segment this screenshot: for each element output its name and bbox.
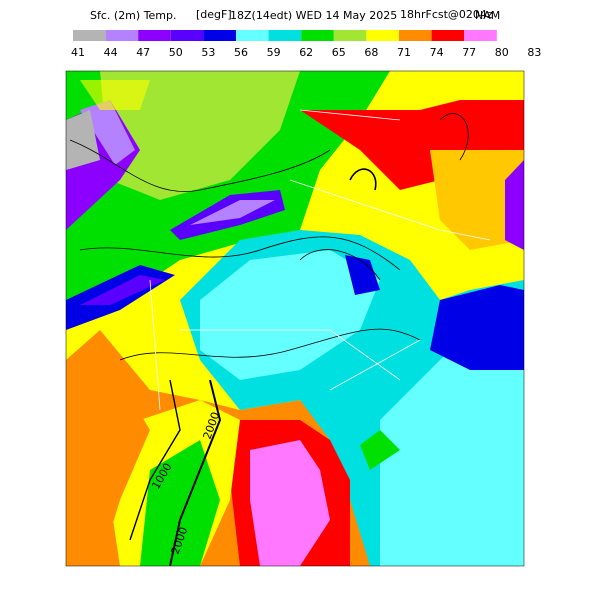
title-units: [degF] [196, 8, 232, 21]
title-bar: Sfc. (2m) Temp. [degF] 18Z(14edt) WED 14… [90, 8, 500, 22]
title-forecast: 18hrFcst@0204z [400, 8, 493, 21]
colorbar-label: 68 [364, 46, 378, 59]
title-field: Sfc. (2m) Temp. [90, 9, 177, 22]
colorbar-label: 44 [104, 46, 118, 59]
colorbar-swatch [138, 30, 171, 41]
colorbar-label: 41 [71, 46, 85, 59]
colorbar-label: 56 [234, 46, 248, 59]
colorbar-swatch [301, 30, 334, 41]
colorbar-label: 71 [397, 46, 411, 59]
colorbar-label: 47 [136, 46, 150, 59]
colorbar-swatch [333, 30, 367, 41]
colorbar-swatch [366, 30, 399, 41]
colorbar-swatch [431, 30, 465, 41]
map-frame [65, 70, 525, 567]
colorbar-label: 80 [495, 46, 509, 59]
colorbar-label: 59 [267, 46, 281, 59]
title-model: NAM [475, 9, 500, 22]
title-valid: 18Z(14edt) WED 14 May 2025 [230, 9, 397, 22]
colorbar-swatch [203, 30, 236, 41]
colorbar-label: 50 [169, 46, 183, 59]
colorbar-label: 77 [462, 46, 476, 59]
colorbar-swatch [105, 30, 139, 41]
colorbar-label: 74 [430, 46, 444, 59]
map: 2000 1000 2000 [65, 70, 525, 567]
colorbar-swatch [464, 30, 497, 41]
colorbar-swatch [236, 30, 269, 41]
colorbar-swatch [399, 30, 432, 41]
colorbar-label: 62 [299, 46, 313, 59]
colorbar-swatch [268, 30, 302, 41]
colorbar-swatch [73, 30, 106, 41]
colorbar: 41 44 47 50 53 56 59 62 65 68 71 74 77 80 83 [71, 30, 541, 59]
colorbar-label: 65 [332, 46, 346, 59]
colorbar-swatch [170, 30, 204, 41]
colorbar-label: 53 [201, 46, 215, 59]
colorbar-label: 83 [527, 46, 541, 59]
